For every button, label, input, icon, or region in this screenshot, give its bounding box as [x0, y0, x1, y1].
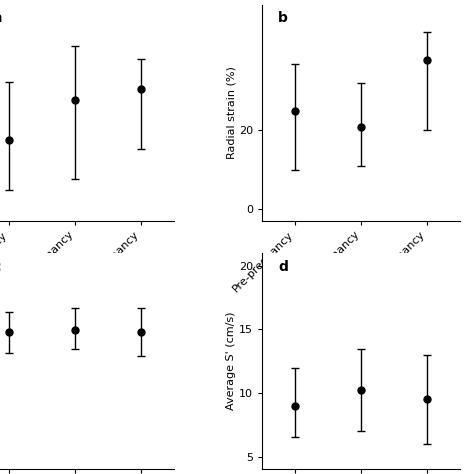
Y-axis label: Radial strain (%): Radial strain (%)	[226, 66, 236, 159]
Text: b: b	[278, 11, 288, 25]
Text: a: a	[0, 11, 1, 25]
Y-axis label: Average S' (cm/s): Average S' (cm/s)	[226, 312, 236, 410]
Text: d: d	[278, 260, 288, 273]
